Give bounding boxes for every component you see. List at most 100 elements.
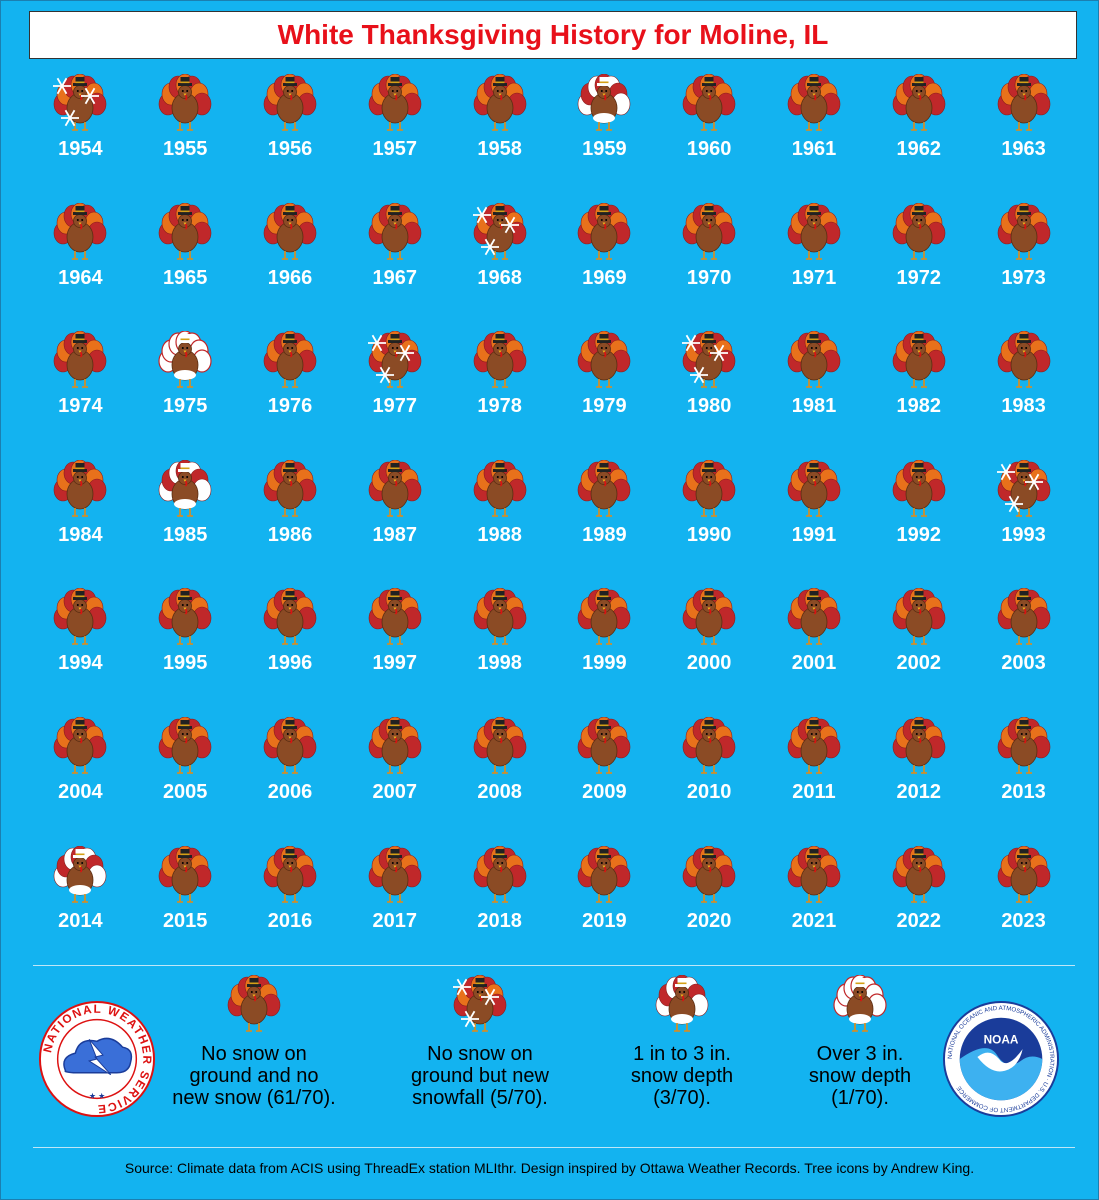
year-label: 1987 bbox=[372, 523, 418, 546]
year-cell: 1972 bbox=[866, 202, 971, 332]
year-label: 2021 bbox=[791, 909, 837, 932]
year-cell: 1964 bbox=[28, 202, 133, 332]
year-label: 1992 bbox=[896, 523, 942, 546]
year-cell: 1975 bbox=[133, 330, 238, 460]
snowy-turkey-icon bbox=[52, 845, 108, 908]
turkey-icon bbox=[786, 330, 842, 393]
year-label: 1968 bbox=[477, 266, 522, 289]
snow-covered-turkey-icon bbox=[157, 330, 213, 393]
turkey-icon bbox=[681, 845, 737, 908]
turkey-icon bbox=[472, 459, 528, 522]
year-cell: 1984 bbox=[28, 459, 133, 589]
year-label: 1966 bbox=[267, 266, 313, 289]
year-label: 1980 bbox=[686, 395, 732, 418]
turkey-icon bbox=[262, 716, 318, 779]
year-label: 1958 bbox=[477, 138, 522, 160]
year-cell: 1994 bbox=[28, 588, 133, 717]
year-cell: 1986 bbox=[238, 459, 343, 589]
year-cell: 2001 bbox=[762, 588, 867, 717]
year-row: 2004 2005 2006 2007 2008 2009 2010 2011 2012 2013 bbox=[28, 716, 1076, 846]
year-label: 1959 bbox=[582, 138, 627, 160]
year-cell: 2006 bbox=[238, 716, 343, 846]
year-label: 2018 bbox=[477, 909, 522, 932]
turkey-icon bbox=[52, 459, 108, 522]
year-cell: 1965 bbox=[133, 202, 238, 332]
year-cell: 2018 bbox=[447, 845, 552, 975]
year-label: 1960 bbox=[686, 138, 732, 160]
year-label: 2012 bbox=[896, 780, 942, 803]
snowy-turkey-icon bbox=[157, 459, 213, 522]
nws-logo: NATIONAL WEATHER SERVICE ★ ★ bbox=[38, 1000, 156, 1118]
year-cell: 2007 bbox=[342, 716, 447, 846]
year-cell: 1955 bbox=[133, 73, 238, 203]
year-cell: 1996 bbox=[238, 588, 343, 717]
turkey-icon bbox=[157, 73, 213, 136]
turkey-icon bbox=[786, 73, 842, 136]
turkey-icon bbox=[681, 588, 737, 650]
year-cell: 2021 bbox=[762, 845, 867, 975]
year-label: 1982 bbox=[896, 395, 942, 418]
year-cell: 1978 bbox=[447, 330, 552, 460]
year-cell: 2012 bbox=[866, 716, 971, 846]
turkey-icon bbox=[157, 716, 213, 779]
turkey-icon bbox=[52, 202, 108, 265]
turkey-icon bbox=[157, 588, 213, 650]
year-cell: 1985 bbox=[133, 459, 238, 589]
year-label: 1985 bbox=[162, 523, 208, 546]
year-label: 2001 bbox=[791, 652, 837, 675]
year-cell: 1974 bbox=[28, 330, 133, 460]
turkey-icon bbox=[891, 73, 947, 136]
year-cell: 1958 bbox=[447, 73, 552, 203]
year-label: 1974 bbox=[58, 395, 103, 418]
turkey-icon bbox=[576, 716, 632, 779]
year-label: 1957 bbox=[372, 138, 418, 160]
year-label: 1956 bbox=[267, 138, 313, 160]
turkey-icon bbox=[576, 845, 632, 908]
year-label: 2015 bbox=[162, 909, 208, 932]
turkey-icon bbox=[367, 716, 423, 779]
turkey-icon bbox=[891, 202, 947, 265]
year-label: 1979 bbox=[582, 395, 627, 418]
turkey-icon bbox=[472, 716, 528, 779]
year-label: 1990 bbox=[686, 523, 732, 546]
snowy-turkey-icon bbox=[576, 73, 632, 136]
turkey-icon bbox=[681, 716, 737, 779]
year-cell: 1993 bbox=[971, 459, 1076, 589]
divider-top bbox=[33, 965, 1075, 966]
year-label: 1973 bbox=[1001, 266, 1046, 289]
year-cell: 1988 bbox=[447, 459, 552, 589]
source-note: Source: Climate data from ACIS using Thr… bbox=[124, 1160, 975, 1176]
turkey-icon bbox=[157, 202, 213, 265]
turkey-icon bbox=[262, 588, 318, 650]
turkey-icon bbox=[472, 330, 528, 393]
year-cell: 2014 bbox=[28, 845, 133, 975]
year-label: 1954 bbox=[58, 138, 103, 160]
snowflake-turkey-icon bbox=[472, 202, 528, 265]
year-label: 1976 bbox=[267, 395, 313, 418]
year-label: 1965 bbox=[162, 266, 208, 289]
year-label: 1999 bbox=[582, 652, 627, 675]
turkey-icon bbox=[891, 845, 947, 908]
year-cell: 1962 bbox=[866, 73, 971, 203]
turkey-icon bbox=[576, 459, 632, 522]
year-label: 1984 bbox=[58, 523, 103, 546]
turkey-icon bbox=[367, 459, 423, 522]
year-label: 2008 bbox=[477, 780, 522, 803]
turkey-icon bbox=[996, 588, 1052, 650]
year-label: 1975 bbox=[162, 395, 208, 418]
year-cell: 2003 bbox=[971, 588, 1076, 717]
title-box: White Thanksgiving History for Moline, I… bbox=[29, 11, 1077, 59]
year-label: 1970 bbox=[686, 266, 732, 289]
turkey-icon bbox=[367, 73, 423, 136]
year-label: 1997 bbox=[372, 652, 418, 675]
year-label: 1989 bbox=[582, 523, 627, 546]
year-row: 1984 1985 1986 1987 1988 1989 1990 1991 1992 1993 bbox=[28, 459, 1076, 589]
turkey-icon bbox=[996, 73, 1052, 136]
turkey-icon bbox=[262, 202, 318, 265]
snow-covered-turkey-icon bbox=[832, 974, 888, 1037]
turkey-icon bbox=[996, 716, 1052, 779]
year-label: 2013 bbox=[1001, 780, 1046, 803]
turkey-icon bbox=[576, 202, 632, 265]
year-cell: 2004 bbox=[28, 716, 133, 846]
year-row: 1974 1975 1976 1977 1978 1979 1980 1981 1982 1983 bbox=[28, 330, 1076, 460]
